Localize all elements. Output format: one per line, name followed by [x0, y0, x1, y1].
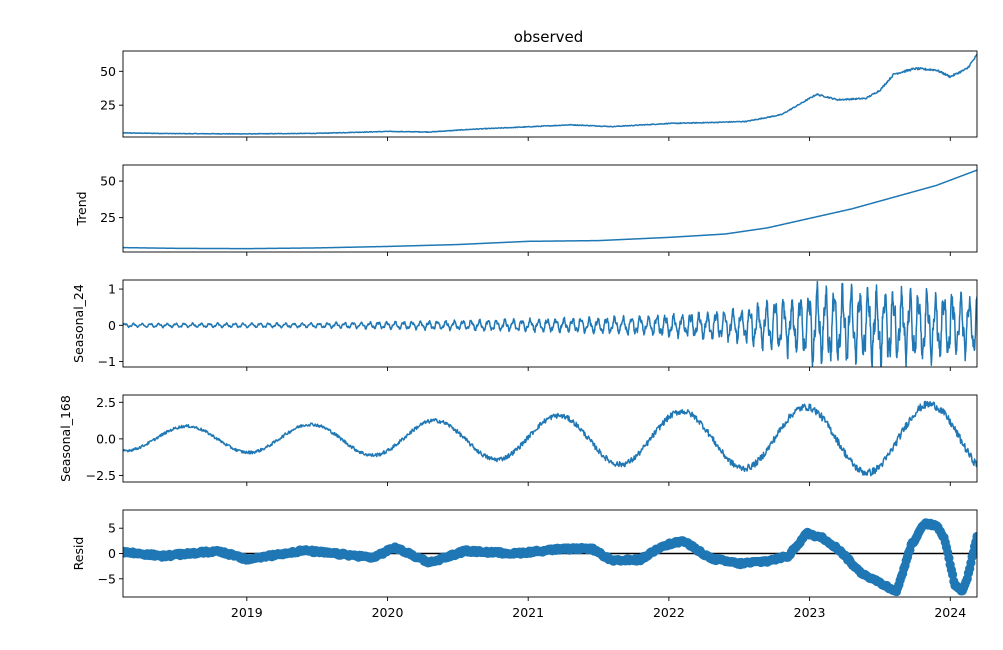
y-tick-label-seasonal24: −1: [98, 354, 116, 369]
y-tick-label-resid: 5: [108, 521, 116, 536]
axes-frame-seasonal24: [122, 279, 978, 368]
panel-seasonal24: −1 0 1 Seasonal_24: [71, 279, 978, 371]
y-tick-label-seasonal24: 1: [108, 282, 116, 297]
y-tick-label-trend: 50: [100, 174, 116, 189]
y-tick-label-seasonal168: 2.5: [96, 395, 116, 410]
panel-observed: 25 50: [100, 50, 978, 141]
series-line-seasonal24: [123, 280, 977, 367]
series-line-trend: [123, 169, 977, 250]
panel-seasonal168: −2.5 0.0 2.5 Seasonal_168: [58, 394, 978, 486]
x-tick-label: 2022: [653, 605, 685, 620]
y-tick-label-observed: 50: [100, 64, 116, 79]
y-axis-label-resid: Resid: [71, 537, 86, 571]
panels-group: 25502550Trend−101Seasonal_24−2.50.02.5Se…: [58, 50, 978, 601]
x-tick-label: 2024: [934, 605, 966, 620]
y-tick-label-observed: 25: [100, 98, 116, 113]
figure-title: observed: [514, 28, 584, 46]
y-axis-label-seasonal168: Seasonal_168: [58, 395, 73, 482]
y-tick-label-seasonal168: −2.5: [86, 468, 116, 483]
panel-trend: 25 50 Trend: [74, 164, 978, 256]
plot-area-observed: [123, 53, 977, 135]
y-tick-label-seasonal24: 0: [108, 318, 116, 333]
resid-marker: [972, 531, 977, 542]
y-axis-label-seasonal24: Seasonal_24: [71, 284, 86, 363]
resid-markers: [123, 518, 977, 597]
plot-area-seasonal24: [123, 280, 977, 367]
plot-area-seasonal168: [123, 400, 977, 477]
axes-frame-trend: [122, 164, 978, 253]
x-axis: 2019 2020 2021 2022 2023 2024: [231, 605, 966, 620]
x-tick-label: 2021: [512, 605, 544, 620]
y-tick-label-trend: 25: [100, 210, 116, 225]
plot-area-resid: [123, 518, 977, 597]
panel-resid: −5 0 5 Resid: [71, 509, 978, 601]
series-line-seasonal168: [123, 400, 977, 477]
y-tick-label-seasonal168: 0.0: [96, 431, 116, 446]
x-tick-label: 2019: [231, 605, 263, 620]
x-tick-label: 2020: [372, 605, 404, 620]
y-axis-label-trend: Trend: [74, 191, 89, 226]
series-line-observed: [123, 53, 977, 135]
plot-area-trend: [123, 169, 977, 250]
y-tick-label-resid: −5: [98, 571, 116, 586]
y-tick-label-resid: 0: [108, 546, 116, 561]
axes-frame-observed: [122, 50, 978, 138]
x-tick-label: 2023: [794, 605, 826, 620]
